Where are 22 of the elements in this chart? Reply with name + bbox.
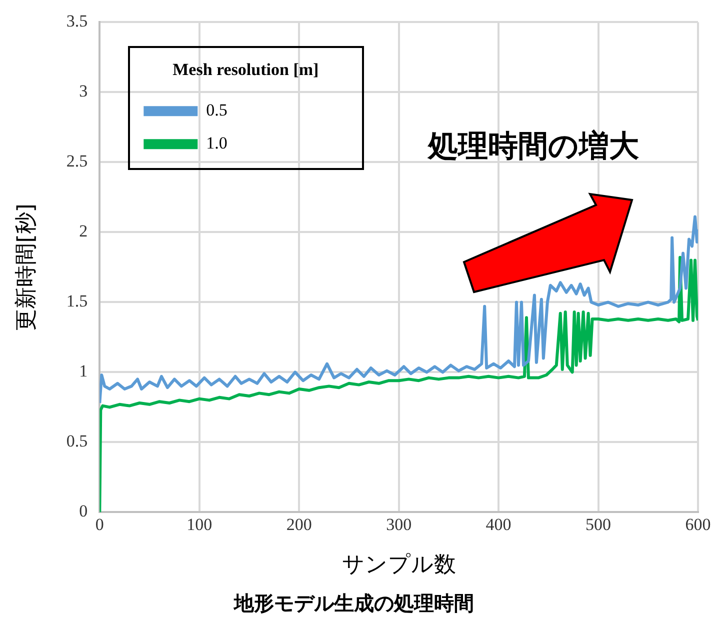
y-tick-label: 0.5 xyxy=(66,432,88,451)
text: 地形モデル生成の処理時間 xyxy=(233,591,474,616)
x-tick-label: 400 xyxy=(486,514,512,534)
x-axis-title: サンプル数 xyxy=(342,552,456,578)
x-tick-label: 600 xyxy=(685,514,711,534)
x-tick-label: 300 xyxy=(386,514,412,534)
legend-label: 0.5 xyxy=(206,100,228,120)
legend-title: Mesh resolution [m] xyxy=(172,60,319,80)
y-tick-label: 3 xyxy=(79,82,88,101)
y-tick-label: 2 xyxy=(79,222,88,241)
y-tick-label: 3.5 xyxy=(66,12,88,31)
x-tick-label: 100 xyxy=(186,514,212,534)
y-tick-label: 1.5 xyxy=(66,292,88,311)
annotation: 処理時間の増大 xyxy=(428,128,639,166)
y-tick-label: 0 xyxy=(79,502,88,521)
legend-label: 1.0 xyxy=(206,134,228,153)
x-tick-label: 0 xyxy=(95,514,104,534)
x-tick-label: 500 xyxy=(586,514,612,534)
y-axis-title: 更新時間[秒] xyxy=(14,204,39,331)
y-tick-label: 2.5 xyxy=(66,152,88,171)
y-tick-label: 1 xyxy=(79,362,88,381)
x-tick-label: 200 xyxy=(286,514,312,534)
